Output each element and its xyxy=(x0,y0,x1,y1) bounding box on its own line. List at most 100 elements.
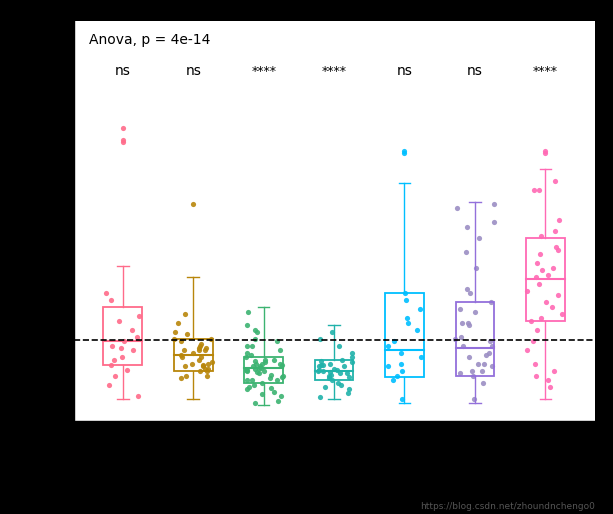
Point xyxy=(109,356,119,364)
Point xyxy=(389,337,399,345)
Point xyxy=(270,356,280,364)
Point xyxy=(194,356,204,364)
Point xyxy=(208,358,218,366)
Point xyxy=(396,360,406,369)
Point xyxy=(547,264,557,272)
Text: https://blog.csdn.net/zhoundnchengo0: https://blog.csdn.net/zhoundnchengo0 xyxy=(420,502,595,511)
Point xyxy=(551,243,561,251)
Point xyxy=(541,150,550,158)
Point xyxy=(400,150,409,158)
Point xyxy=(278,372,287,380)
Point xyxy=(101,289,111,297)
Point xyxy=(484,348,494,357)
Point xyxy=(479,360,489,369)
Bar xyxy=(104,307,142,365)
Point xyxy=(315,335,325,343)
Point xyxy=(189,348,199,357)
Point xyxy=(118,136,128,144)
Point xyxy=(462,284,472,292)
Point xyxy=(332,366,341,374)
Point xyxy=(326,368,335,376)
Bar xyxy=(245,357,283,382)
Point xyxy=(335,369,345,377)
Point xyxy=(327,376,337,384)
Point xyxy=(345,373,354,381)
Point xyxy=(554,291,563,300)
Point xyxy=(547,303,557,311)
Text: ****: **** xyxy=(251,65,276,78)
Point xyxy=(245,383,254,391)
Point xyxy=(489,218,498,226)
Point xyxy=(452,204,462,212)
Point xyxy=(481,351,491,359)
Point xyxy=(535,186,544,194)
Point xyxy=(344,386,354,394)
Point xyxy=(202,367,212,375)
Point xyxy=(487,342,497,350)
Point xyxy=(541,298,551,306)
Point xyxy=(254,369,264,377)
Point xyxy=(397,394,407,402)
Point xyxy=(104,381,114,389)
Point xyxy=(402,314,412,322)
Point xyxy=(392,372,402,380)
Text: Anova, p = 4e-14: Anova, p = 4e-14 xyxy=(89,32,211,47)
Point xyxy=(275,346,285,355)
Point xyxy=(249,357,259,365)
Point xyxy=(535,250,544,259)
Point xyxy=(188,200,198,208)
Point xyxy=(487,362,497,371)
Point xyxy=(383,362,392,371)
Point xyxy=(464,353,474,361)
Bar xyxy=(385,293,424,377)
Point xyxy=(265,371,275,379)
Point xyxy=(242,367,251,375)
Point xyxy=(343,369,352,377)
Point xyxy=(247,376,257,384)
Point xyxy=(473,360,483,369)
Point xyxy=(528,337,538,345)
Point xyxy=(467,367,477,375)
Point xyxy=(170,328,180,336)
Point xyxy=(180,362,190,371)
Text: ****: **** xyxy=(533,65,558,78)
Point xyxy=(543,271,553,279)
Point xyxy=(318,361,328,370)
Point xyxy=(314,362,324,371)
Point xyxy=(261,358,270,366)
Point xyxy=(325,360,335,369)
Point xyxy=(471,264,481,272)
Point xyxy=(177,374,186,382)
Point xyxy=(485,337,495,345)
Point xyxy=(531,372,541,380)
Point xyxy=(256,363,266,372)
Point xyxy=(314,366,324,374)
Point xyxy=(183,331,192,339)
Bar xyxy=(526,238,565,321)
Point xyxy=(550,177,560,185)
Point xyxy=(347,358,357,366)
Point xyxy=(115,317,124,325)
Point xyxy=(266,384,276,392)
Point xyxy=(412,326,422,334)
Point xyxy=(536,232,546,240)
Point xyxy=(128,326,137,334)
Point xyxy=(177,351,186,359)
Point xyxy=(169,335,179,343)
Point xyxy=(477,367,487,375)
Point xyxy=(275,360,284,369)
Point xyxy=(541,147,550,155)
Point xyxy=(180,310,190,318)
Point xyxy=(242,366,252,374)
Point xyxy=(242,386,252,394)
Point xyxy=(129,346,139,355)
Point xyxy=(530,360,540,369)
Point xyxy=(316,357,326,365)
Point xyxy=(118,353,128,361)
Bar xyxy=(385,293,424,377)
Point xyxy=(188,360,197,369)
Point xyxy=(470,307,479,316)
Point xyxy=(397,348,406,357)
Point xyxy=(257,390,267,398)
Point xyxy=(460,248,470,256)
